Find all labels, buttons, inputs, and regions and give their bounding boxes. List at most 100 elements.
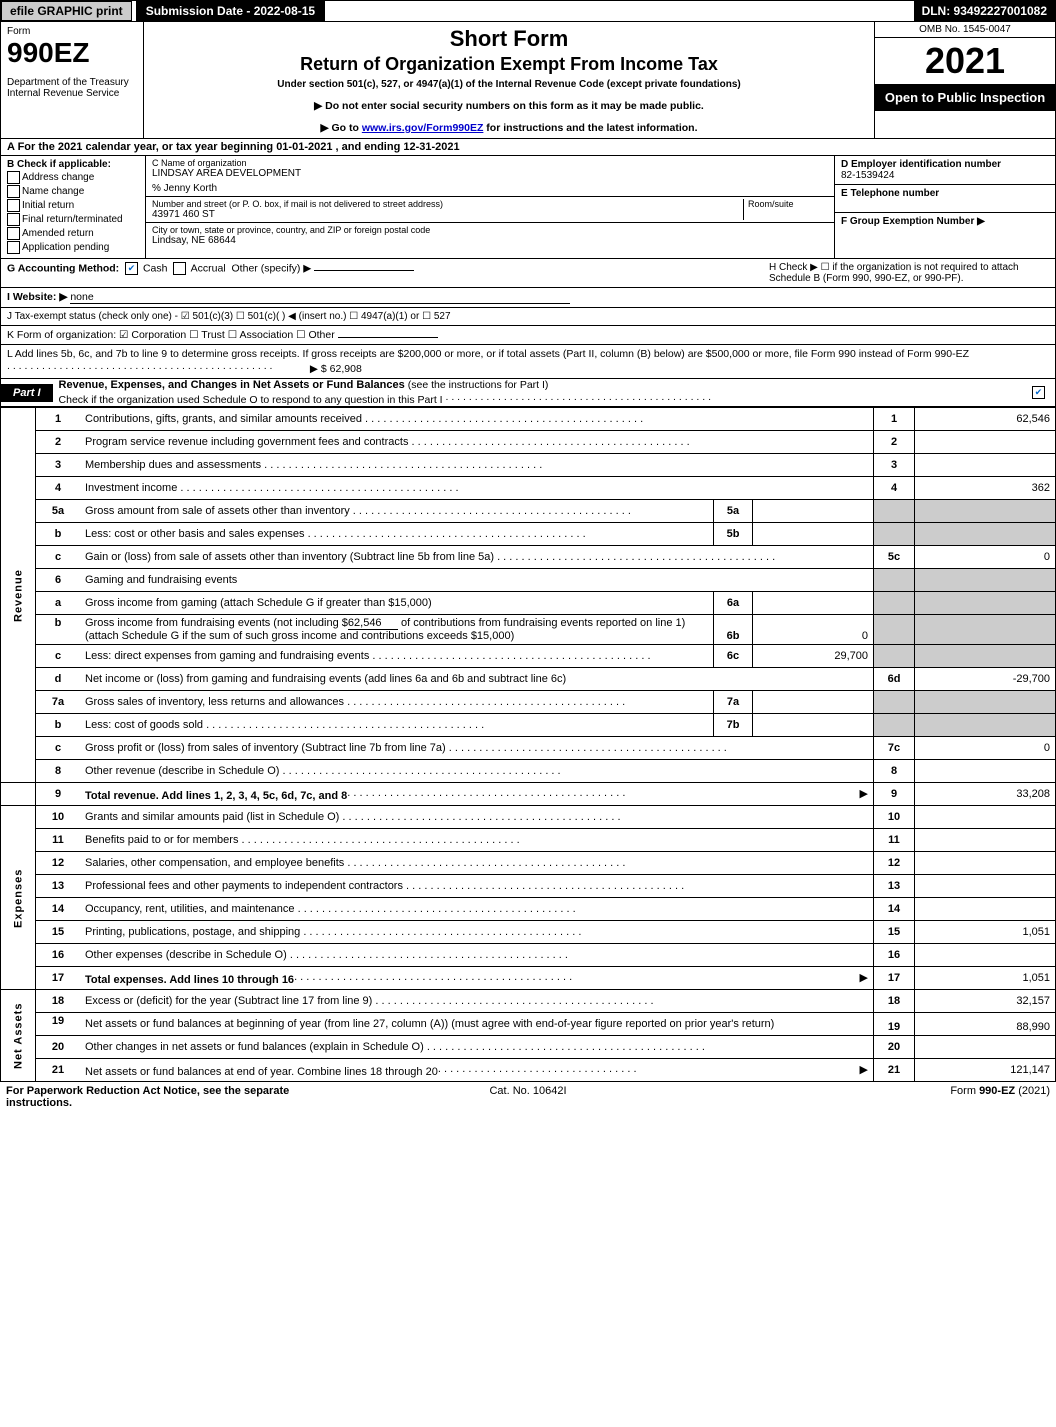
- l11-desc: Benefits paid to or for members: [80, 829, 874, 852]
- l2-num: 2: [874, 431, 915, 454]
- l8-val: [915, 760, 1056, 783]
- l16-num: 16: [874, 944, 915, 967]
- l6d-desc: Net income or (loss) from gaming and fun…: [80, 668, 874, 691]
- l5a-num-shade: [874, 500, 915, 523]
- l15-val: 1,051: [915, 921, 1056, 944]
- cb-application-pending[interactable]: Application pending: [7, 241, 139, 254]
- l4-num: 4: [874, 477, 915, 500]
- group-label: F Group Exemption Number ▶: [841, 216, 985, 227]
- street-label: Number and street (or P. O. box, if mail…: [152, 199, 743, 209]
- l12-desc: Salaries, other compensation, and employ…: [80, 852, 874, 875]
- top-bar: efile GRAPHIC print Submission Date - 20…: [0, 0, 1056, 22]
- l11-num: 11: [874, 829, 915, 852]
- l6-desc: Gaming and fundraising events: [80, 569, 874, 592]
- footer-right: Form 990-EZ (2021): [702, 1085, 1050, 1109]
- l2-no: 2: [36, 431, 81, 454]
- form-label: Form: [7, 26, 137, 37]
- part1-check-line: Check if the organization used Schedule …: [59, 394, 796, 406]
- part1-schedule-o-checkbox[interactable]: [1032, 386, 1045, 399]
- cb-final-return[interactable]: Final return/terminated: [7, 213, 139, 226]
- l20-val: [915, 1036, 1056, 1059]
- l5b-sub: 5b: [714, 523, 753, 546]
- cb-cash[interactable]: [125, 262, 138, 275]
- title-short-form: Short Form: [152, 26, 866, 52]
- street: 43971 460 ST: [152, 209, 743, 220]
- l17-desc: Total expenses. Add lines 10 through 16 …: [80, 967, 874, 990]
- org-name-label: C Name of organization: [152, 158, 828, 168]
- cb-name-change[interactable]: Name change: [7, 185, 139, 198]
- subtitle: Under section 501(c), 527, or 4947(a)(1)…: [152, 79, 866, 90]
- cb-accrual[interactable]: [173, 262, 186, 275]
- l7b-sub: 7b: [714, 714, 753, 737]
- l8-desc: Other revenue (describe in Schedule O): [80, 760, 874, 783]
- l16-desc: Other expenses (describe in Schedule O): [80, 944, 874, 967]
- header-center: Short Form Return of Organization Exempt…: [144, 22, 874, 138]
- l7c-desc: Gross profit or (loss) from sales of inv…: [80, 737, 874, 760]
- side-netassets: Net Assets: [1, 990, 36, 1082]
- l19-val: 88,990: [915, 1013, 1056, 1036]
- l13-desc: Professional fees and other payments to …: [80, 875, 874, 898]
- omb-number: OMB No. 1545-0047: [875, 22, 1055, 38]
- l5a-no: 5a: [36, 500, 81, 523]
- l3-no: 3: [36, 454, 81, 477]
- l7a-desc: Gross sales of inventory, less returns a…: [80, 691, 714, 714]
- l9-num: 9: [874, 783, 915, 806]
- arrow-icon: ▶: [860, 971, 868, 984]
- g-label: G Accounting Method:: [7, 262, 119, 274]
- cb-amended-return[interactable]: Amended return: [7, 227, 139, 240]
- cash-label: Cash: [143, 262, 168, 274]
- col-d: D Employer identification number 82-1539…: [835, 156, 1055, 258]
- row-l: L Add lines 5b, 6c, and 7b to line 9 to …: [0, 345, 1056, 379]
- section-bcd: B Check if applicable: Address change Na…: [0, 156, 1056, 259]
- l6d-val: -29,700: [915, 668, 1056, 691]
- l8-num: 8: [874, 760, 915, 783]
- l6a-sub: 6a: [714, 592, 753, 615]
- row-j: J Tax-exempt status (check only one) - ☑…: [0, 308, 1056, 326]
- l10-desc: Grants and similar amounts paid (list in…: [80, 806, 874, 829]
- col-b-heading: B Check if applicable:: [7, 159, 139, 170]
- l3-desc: Membership dues and assessments: [80, 454, 874, 477]
- l6d-num: 6d: [874, 668, 915, 691]
- l6b-subval: 0: [753, 615, 874, 645]
- instruction-ssn: ▶ Do not enter social security numbers o…: [152, 100, 866, 112]
- footer-center: Cat. No. 10642I: [354, 1085, 702, 1109]
- irs-link[interactable]: www.irs.gov/Form990EZ: [362, 122, 484, 134]
- l19-num: 19: [874, 1013, 915, 1036]
- row-i: I Website: ▶ none: [0, 288, 1056, 308]
- k-text: K Form of organization: ☑ Corporation ☐ …: [7, 329, 335, 341]
- col-c-org-info: C Name of organization LINDSAY AREA DEVE…: [146, 156, 835, 258]
- l6c-subval: 29,700: [753, 645, 874, 668]
- l5c-no: c: [36, 546, 81, 569]
- l9-no: 9: [36, 783, 81, 806]
- l9-val: 33,208: [915, 783, 1056, 806]
- row-gh: G Accounting Method: Cash Accrual Other …: [0, 259, 1056, 288]
- l12-num: 12: [874, 852, 915, 875]
- l5a-val-shade: [915, 500, 1056, 523]
- l15-no: 15: [36, 921, 81, 944]
- cb-address-change[interactable]: Address change: [7, 171, 139, 184]
- l20-no: 20: [36, 1036, 81, 1059]
- l15-desc: Printing, publications, postage, and shi…: [80, 921, 874, 944]
- l6-no: 6: [36, 569, 81, 592]
- k-other-line[interactable]: [338, 337, 438, 338]
- l-amount: ▶ $ 62,908: [310, 363, 362, 375]
- group-block: F Group Exemption Number ▶: [835, 213, 1055, 240]
- l5a-sub: 5a: [714, 500, 753, 523]
- other-specify-line[interactable]: [314, 270, 414, 271]
- l12-val: [915, 852, 1056, 875]
- form-header: Form 990EZ Department of the Treasury In…: [0, 22, 1056, 139]
- l10-num: 10: [874, 806, 915, 829]
- open-inspection: Open to Public Inspection: [875, 84, 1055, 111]
- l4-val: 362: [915, 477, 1056, 500]
- l7c-val: 0: [915, 737, 1056, 760]
- l14-num: 14: [874, 898, 915, 921]
- header-left: Form 990EZ Department of the Treasury In…: [1, 22, 144, 138]
- l4-no: 4: [36, 477, 81, 500]
- dept-label: Department of the Treasury Internal Reve…: [7, 77, 137, 99]
- arrow-icon: ▶: [860, 787, 868, 800]
- part1-title: Revenue, Expenses, and Changes in Net As…: [53, 379, 1032, 406]
- instr2-pre: ▶ Go to: [321, 122, 362, 134]
- accrual-label: Accrual: [191, 262, 226, 274]
- cb-initial-return[interactable]: Initial return: [7, 199, 139, 212]
- efile-print-button[interactable]: efile GRAPHIC print: [1, 1, 132, 21]
